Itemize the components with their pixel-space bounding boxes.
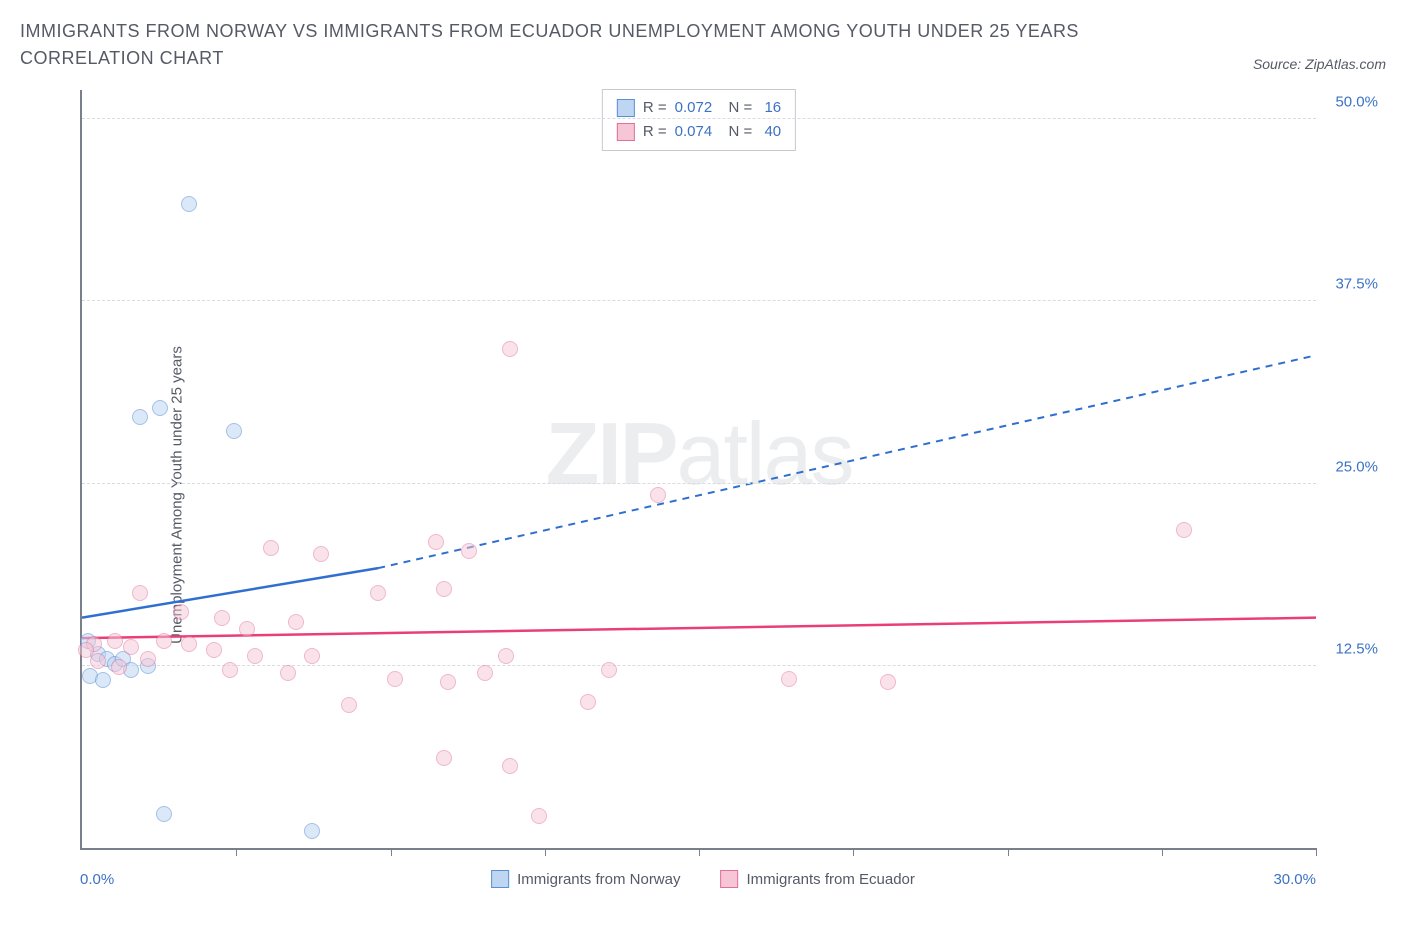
data-point (226, 423, 242, 439)
data-point (477, 665, 493, 681)
x-tick (1008, 848, 1009, 856)
source-label: Source: ZipAtlas.com (1253, 56, 1386, 72)
data-point (304, 823, 320, 839)
data-point (181, 636, 197, 652)
data-point (288, 614, 304, 630)
data-point (370, 585, 386, 601)
data-point (601, 662, 617, 678)
data-point (580, 694, 596, 710)
x-tick (699, 848, 700, 856)
grid-line (82, 118, 1316, 119)
data-point (140, 651, 156, 667)
data-point (280, 665, 296, 681)
data-point (222, 662, 238, 678)
data-point (247, 648, 263, 664)
data-point (428, 534, 444, 550)
data-point (132, 585, 148, 601)
grid-line (82, 483, 1316, 484)
grid-line (82, 665, 1316, 666)
x-axis-max-label: 30.0% (1273, 871, 1316, 888)
data-point (214, 610, 230, 626)
data-point (341, 697, 357, 713)
x-tick (545, 848, 546, 856)
x-tick (1316, 848, 1317, 856)
data-point (156, 806, 172, 822)
data-point (502, 341, 518, 357)
chart-title: IMMIGRANTS FROM NORWAY VS IMMIGRANTS FRO… (20, 18, 1120, 72)
data-point (1176, 522, 1192, 538)
data-point (263, 540, 279, 556)
data-point (111, 659, 127, 675)
data-point (181, 196, 197, 212)
data-point (156, 633, 172, 649)
data-point (95, 672, 111, 688)
legend-item: Immigrants from Norway (491, 870, 680, 888)
data-point (132, 409, 148, 425)
x-tick (853, 848, 854, 856)
data-point (502, 758, 518, 774)
data-point (461, 543, 477, 559)
y-tick-label: 25.0% (1335, 458, 1378, 475)
x-tick (236, 848, 237, 856)
legend-item: Immigrants from Ecuador (720, 870, 914, 888)
grid-line (82, 300, 1316, 301)
watermark: ZIPatlas (546, 403, 853, 505)
data-point (123, 639, 139, 655)
data-point (498, 648, 514, 664)
x-tick (391, 848, 392, 856)
correlation-legend: R = 0.072 N = 16R = 0.074 N = 40 (602, 89, 796, 151)
data-point (90, 653, 106, 669)
y-tick-label: 50.0% (1335, 94, 1378, 111)
x-axis-min-label: 0.0% (80, 871, 114, 888)
data-point (781, 671, 797, 687)
legend-row: R = 0.072 N = 16 (617, 96, 781, 120)
data-point (173, 604, 189, 620)
data-point (436, 581, 452, 597)
plot-region: ZIPatlas R = 0.072 N = 16R = 0.074 N = 4… (80, 90, 1316, 850)
data-point (436, 750, 452, 766)
data-point (313, 546, 329, 562)
data-point (387, 671, 403, 687)
data-point (531, 808, 547, 824)
series-legend: Immigrants from Norway Immigrants from Ec… (491, 870, 915, 888)
x-tick (1162, 848, 1163, 856)
y-tick-label: 37.5% (1335, 276, 1378, 293)
data-point (206, 642, 222, 658)
data-point (107, 633, 123, 649)
data-point (650, 487, 666, 503)
data-point (239, 621, 255, 637)
y-tick-label: 12.5% (1335, 640, 1378, 657)
chart-area: Unemployment Among Youth under 25 years … (20, 90, 1386, 900)
data-point (440, 674, 456, 690)
data-point (152, 400, 168, 416)
data-point (304, 648, 320, 664)
legend-row: R = 0.074 N = 40 (617, 120, 781, 144)
data-point (880, 674, 896, 690)
header: IMMIGRANTS FROM NORWAY VS IMMIGRANTS FRO… (0, 0, 1406, 80)
